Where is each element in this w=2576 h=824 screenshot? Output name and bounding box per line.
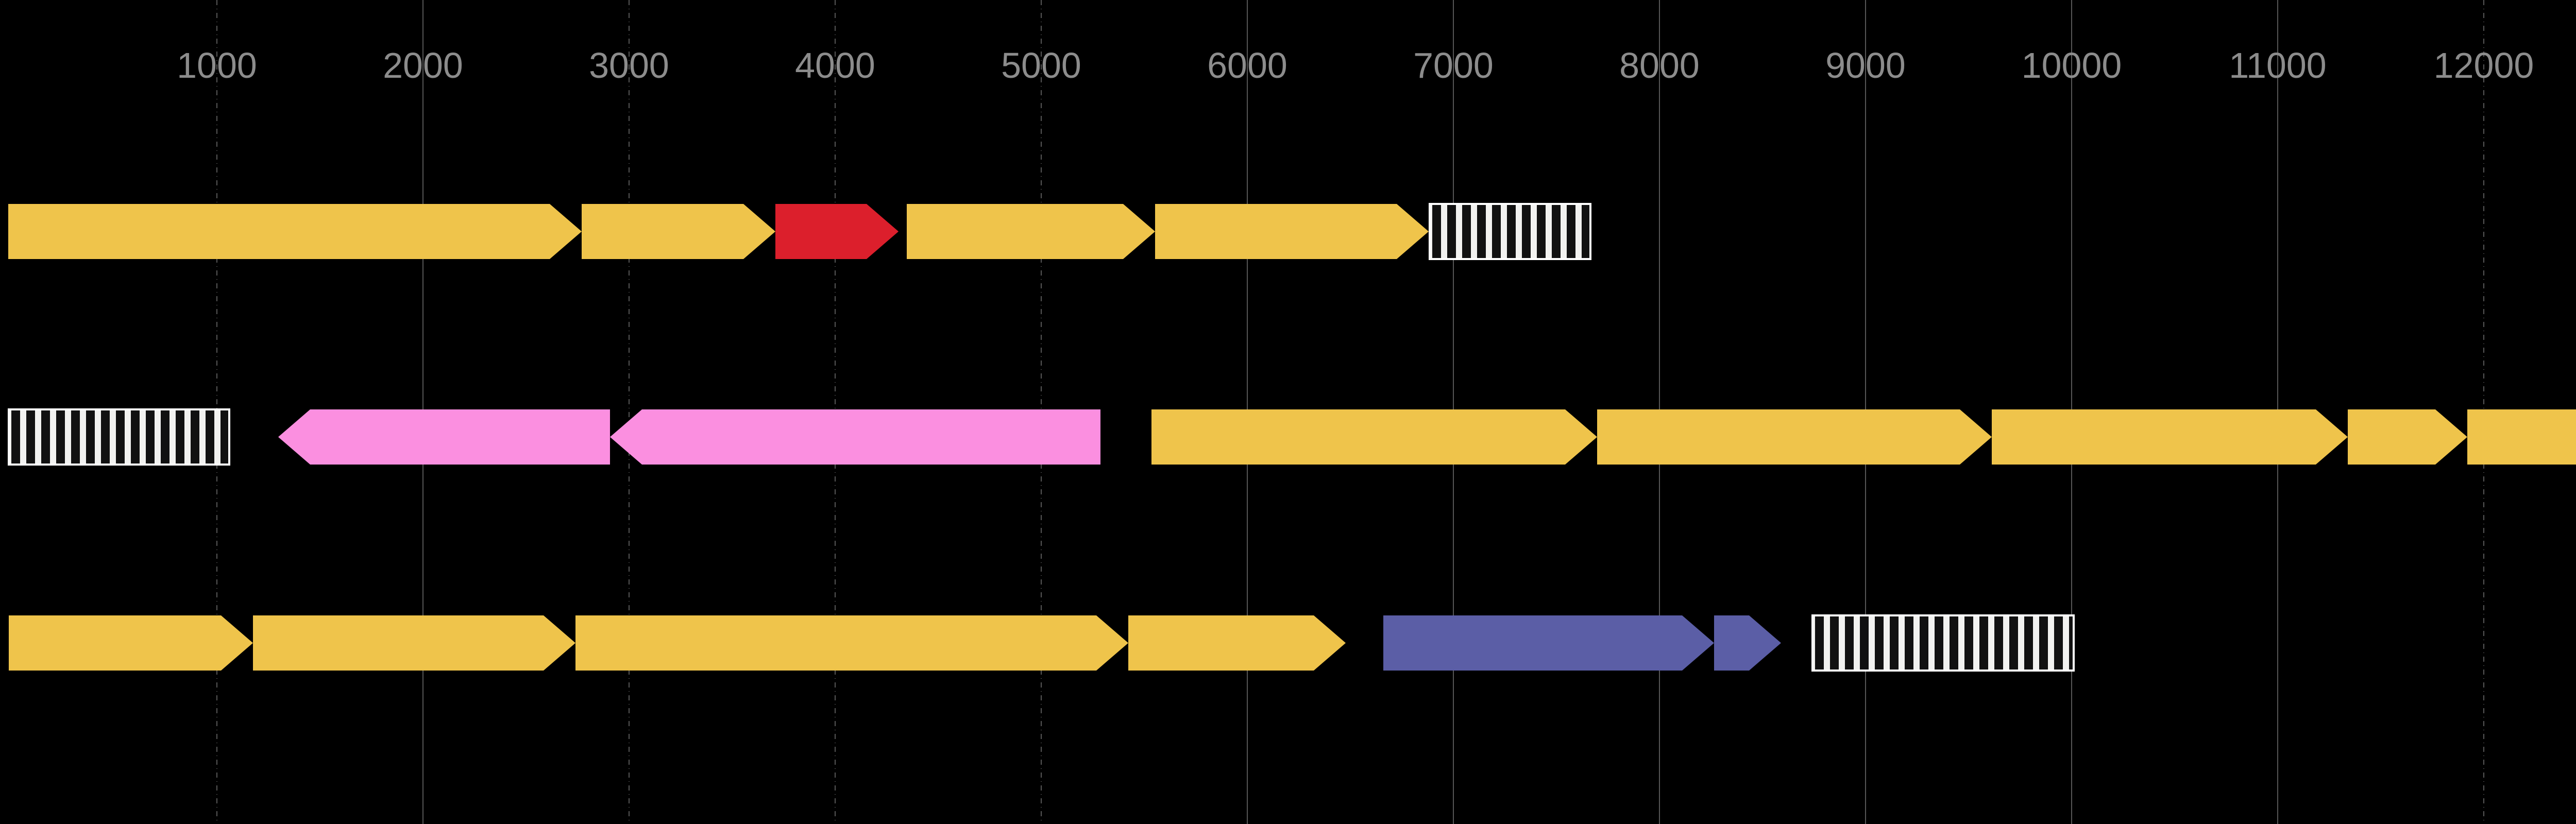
svg-text:2000: 2000 (383, 45, 463, 85)
svg-text:11000: 11000 (2229, 45, 2326, 85)
svg-text:3000: 3000 (589, 45, 669, 85)
svg-text:4000: 4000 (795, 45, 875, 85)
svg-text:8000: 8000 (1619, 45, 1700, 85)
svg-text:1000: 1000 (177, 45, 257, 85)
svg-text:6000: 6000 (1207, 45, 1287, 85)
svg-text:7000: 7000 (1413, 45, 1494, 85)
svg-text:10000: 10000 (2022, 45, 2122, 85)
svg-text:5000: 5000 (1001, 45, 1081, 85)
svg-text:9000: 9000 (1825, 45, 1906, 85)
svg-text:12000: 12000 (2434, 45, 2534, 85)
